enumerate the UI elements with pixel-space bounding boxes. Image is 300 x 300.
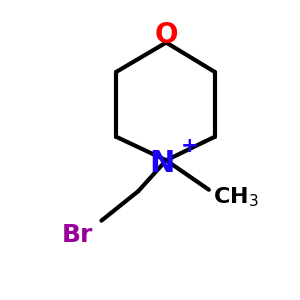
Text: CH$_3$: CH$_3$ [213, 185, 259, 209]
Text: +: + [181, 136, 199, 157]
Text: Br: Br [62, 224, 94, 248]
Text: N: N [149, 149, 175, 178]
Text: O: O [154, 21, 178, 49]
